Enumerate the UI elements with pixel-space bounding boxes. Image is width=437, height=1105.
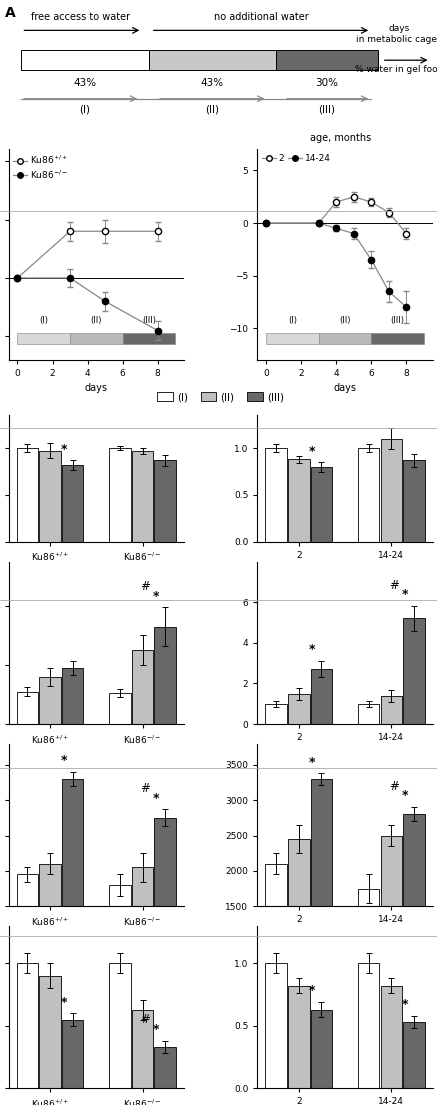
Text: (III): (III) bbox=[318, 105, 335, 115]
Text: *: * bbox=[402, 789, 408, 802]
Text: #: # bbox=[140, 580, 150, 592]
Bar bbox=[265, 704, 287, 724]
Text: no additional water: no additional water bbox=[214, 12, 309, 22]
Text: *: * bbox=[153, 1023, 160, 1036]
Bar bbox=[358, 888, 379, 1012]
Text: (III): (III) bbox=[142, 316, 156, 325]
Text: *: * bbox=[309, 985, 316, 998]
Text: #: # bbox=[388, 780, 399, 792]
Bar bbox=[311, 779, 332, 1012]
Text: (I): (I) bbox=[80, 105, 90, 115]
Bar bbox=[132, 650, 153, 724]
Bar bbox=[288, 694, 309, 724]
Bar bbox=[109, 964, 131, 1088]
Bar bbox=[132, 451, 153, 541]
Text: *: * bbox=[402, 588, 408, 601]
Text: % water in gel food: % water in gel food bbox=[354, 65, 437, 74]
Text: *: * bbox=[60, 754, 67, 767]
Bar bbox=[381, 439, 402, 541]
Bar bbox=[403, 619, 425, 724]
Bar bbox=[288, 839, 309, 1012]
Text: *: * bbox=[309, 643, 316, 656]
Bar bbox=[21, 50, 149, 70]
Bar bbox=[39, 864, 61, 1012]
Bar bbox=[403, 814, 425, 1012]
Bar bbox=[109, 885, 131, 1012]
Bar bbox=[265, 864, 287, 1012]
Text: 43%: 43% bbox=[201, 77, 224, 87]
Text: free access to water: free access to water bbox=[31, 12, 130, 22]
Bar bbox=[265, 964, 287, 1088]
Text: #: # bbox=[140, 1013, 150, 1027]
Text: (I): (I) bbox=[39, 316, 48, 325]
Bar bbox=[62, 1020, 83, 1088]
X-axis label: age, months: age, months bbox=[315, 748, 376, 758]
Legend: 2, 14-24: 2, 14-24 bbox=[262, 154, 330, 162]
Bar bbox=[288, 460, 309, 541]
Bar bbox=[132, 867, 153, 1012]
Bar bbox=[154, 1048, 176, 1088]
Bar bbox=[288, 986, 309, 1088]
Text: 30%: 30% bbox=[315, 77, 338, 87]
Bar bbox=[149, 50, 276, 70]
Bar bbox=[62, 667, 83, 724]
Bar bbox=[154, 461, 176, 541]
Text: #: # bbox=[140, 782, 150, 794]
Bar bbox=[276, 50, 378, 70]
Bar bbox=[39, 451, 61, 541]
Bar bbox=[109, 693, 131, 724]
Bar bbox=[132, 1010, 153, 1088]
Text: *: * bbox=[309, 756, 316, 769]
Bar bbox=[39, 677, 61, 724]
Legend: (I), (II), (III): (I), (II), (III) bbox=[157, 392, 284, 402]
Text: *: * bbox=[402, 998, 408, 1011]
Text: days
in metabolic cages: days in metabolic cages bbox=[356, 24, 437, 43]
Bar bbox=[403, 461, 425, 541]
Text: *: * bbox=[153, 589, 160, 602]
Legend: Ku86$^{+/+}$, Ku86$^{-/-}$: Ku86$^{+/+}$, Ku86$^{-/-}$ bbox=[13, 154, 68, 180]
Bar bbox=[17, 692, 38, 724]
Bar bbox=[311, 466, 332, 541]
Bar bbox=[265, 448, 287, 541]
Bar bbox=[17, 874, 38, 1012]
X-axis label: age, months: age, months bbox=[315, 929, 376, 940]
Text: *: * bbox=[309, 445, 316, 459]
Bar bbox=[358, 704, 379, 724]
Text: (II): (II) bbox=[90, 316, 102, 325]
Bar bbox=[39, 976, 61, 1088]
Text: (II): (II) bbox=[205, 105, 219, 115]
Bar bbox=[109, 448, 131, 541]
Text: (III): (III) bbox=[391, 316, 405, 325]
Text: (I): (I) bbox=[288, 316, 297, 325]
Bar bbox=[154, 818, 176, 1012]
Text: *: * bbox=[60, 443, 67, 456]
Text: #: # bbox=[388, 579, 399, 591]
Bar bbox=[17, 964, 38, 1088]
Text: age, months: age, months bbox=[310, 134, 371, 144]
X-axis label: days: days bbox=[85, 383, 108, 393]
Bar bbox=[381, 986, 402, 1088]
Bar bbox=[381, 835, 402, 1012]
Bar bbox=[358, 448, 379, 541]
Text: (II): (II) bbox=[339, 316, 351, 325]
Bar bbox=[154, 627, 176, 724]
X-axis label: days: days bbox=[333, 383, 357, 393]
Bar bbox=[311, 1010, 332, 1088]
Bar bbox=[62, 465, 83, 541]
Bar bbox=[381, 696, 402, 724]
Text: 43%: 43% bbox=[73, 77, 97, 87]
Bar bbox=[358, 964, 379, 1088]
Bar bbox=[311, 670, 332, 724]
Bar bbox=[17, 448, 38, 541]
Bar bbox=[62, 779, 83, 1012]
Text: *: * bbox=[153, 791, 160, 804]
Text: *: * bbox=[60, 996, 67, 1009]
Text: A: A bbox=[4, 6, 15, 20]
Bar bbox=[403, 1022, 425, 1088]
X-axis label: age, months: age, months bbox=[315, 566, 376, 576]
